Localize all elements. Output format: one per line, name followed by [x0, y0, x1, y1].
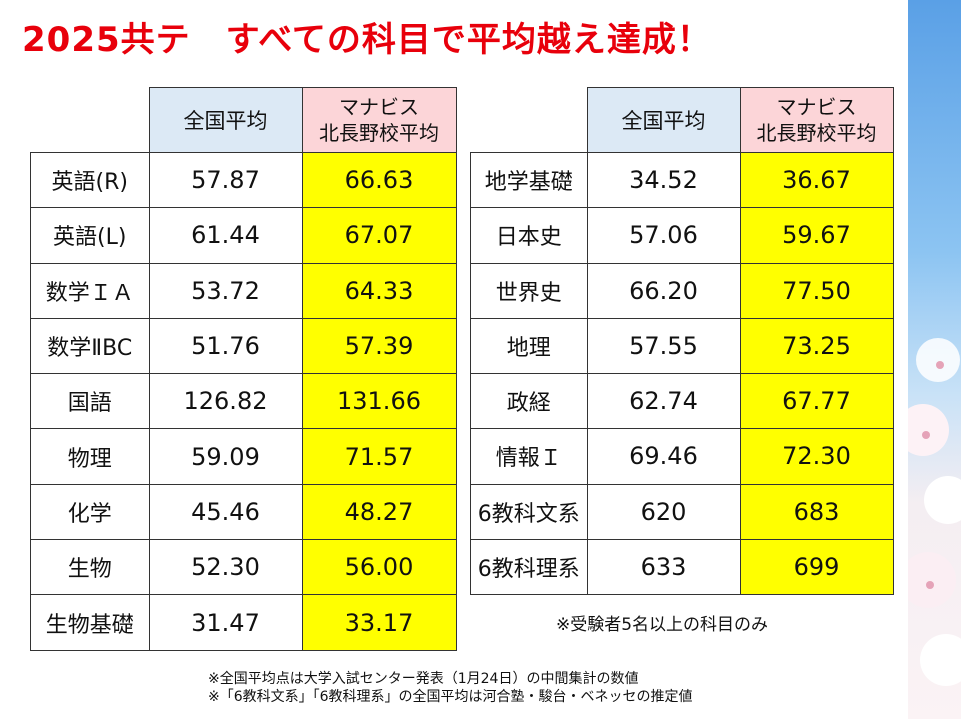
school-average: 64.33: [301, 262, 457, 319]
school-average: 73.25: [739, 317, 894, 375]
header-line: 北長野校平均: [756, 121, 877, 145]
data-row: 英語(R) 57.87 66.63: [30, 151, 457, 209]
subject: 地理: [470, 317, 588, 375]
header-row: 全国平均 マナビス 北長野校平均: [30, 87, 457, 153]
data-row: 政経 62.74 67.77: [470, 372, 894, 430]
data-row: 地理 57.55 73.25: [470, 317, 894, 375]
national-average: 69.46: [586, 428, 741, 485]
column-header: マナビス 北長野校平均: [301, 87, 457, 153]
title: 2025共テ すべての科目で平均越え達成！: [22, 20, 712, 60]
national-average: 34.52: [586, 151, 741, 209]
data-row: 情報Ｉ 69.46 72.30: [470, 428, 894, 485]
school-average: 57.39: [301, 317, 457, 375]
data-row: 6教科理系 633 699: [470, 538, 894, 596]
footnote: ※「6教科文系」「6教科理系」の全国平均は河合塾・駿台・ベネッセの推定値: [208, 689, 693, 705]
header-line: マナビス: [339, 95, 419, 119]
score-table: 全国平均 マナビス 北長野校平均 地学基礎 34.52 36.67 日本史 57.06 59.6…: [470, 87, 894, 596]
school-average: 56.00: [301, 539, 457, 596]
data-row: 生物基礎 31.47 33.17: [30, 594, 457, 651]
school-average: 72.30: [739, 428, 894, 485]
subject: 英語(L): [30, 207, 150, 264]
data-row: 物理 59.09 71.57: [30, 428, 457, 485]
subject: 国語: [30, 373, 150, 430]
column-header: マナビス 北長野校平均: [739, 87, 894, 153]
blank-cell: [470, 87, 588, 153]
national-average: 61.44: [148, 207, 303, 264]
header-row: 全国平均 マナビス 北長野校平均: [470, 87, 894, 153]
school-average: 683: [739, 483, 894, 540]
school-average: 77.50: [739, 262, 894, 319]
subject: 6教科理系: [470, 538, 588, 596]
national-average: 57.06: [586, 207, 741, 264]
data-row: 数学ⅡBC 51.76 57.39: [30, 317, 457, 375]
data-row: 生物 52.30 56.00: [30, 539, 457, 596]
national-average: 126.82: [148, 373, 303, 430]
score-table: 全国平均 マナビス 北長野校平均 英語(R) 57.87 66.63 英語(L) 61.44 6…: [30, 87, 457, 651]
national-average: 52.30: [148, 539, 303, 596]
national-average: 51.76: [148, 317, 303, 375]
subject: 英語(R): [30, 151, 150, 209]
subject: 地学基礎: [470, 151, 588, 209]
data-row: 国語 126.82 131.66: [30, 373, 457, 430]
school-average: 48.27: [301, 483, 457, 541]
subject: 世界史: [470, 262, 588, 319]
header-line: マナビス: [776, 95, 857, 119]
note: ※受験者5名以上の科目のみ: [556, 615, 769, 635]
national-average: 31.47: [148, 594, 303, 651]
school-average: 67.77: [739, 372, 894, 430]
header-line: 北長野校平均: [319, 121, 439, 145]
blank-cell: [30, 87, 150, 153]
school-average: 66.63: [301, 151, 457, 209]
school-average: 36.67: [739, 151, 894, 209]
column-header: 全国平均: [586, 87, 741, 153]
data-row: 世界史 66.20 77.50: [470, 262, 894, 319]
subject: 数学ⅡBC: [30, 317, 150, 375]
subject: 物理: [30, 428, 150, 485]
school-average: 67.07: [301, 207, 457, 264]
school-average: 59.67: [739, 207, 894, 264]
subject: 情報Ｉ: [470, 428, 588, 485]
national-average: 57.55: [586, 317, 741, 375]
school-average: 131.66: [301, 373, 457, 430]
data-row: 地学基礎 34.52 36.67: [470, 151, 894, 209]
footnote: ※全国平均点は大学入試センター発表（1月24日）の中間集計の数値: [208, 671, 639, 687]
school-average: 33.17: [301, 594, 457, 651]
data-row: 6教科文系 620 683: [470, 483, 894, 540]
national-average: 45.46: [148, 483, 303, 541]
data-row: 英語(L) 61.44 67.07: [30, 207, 457, 264]
data-row: 数学ＩＡ 53.72 64.33: [30, 262, 457, 319]
subject: 日本史: [470, 207, 588, 264]
data-row: 化学 45.46 48.27: [30, 483, 457, 541]
subject: 生物基礎: [30, 594, 150, 651]
decor-image: [897, 0, 961, 719]
national-average: 633: [586, 538, 741, 596]
subject: 政経: [470, 372, 588, 430]
subject: 数学ＩＡ: [30, 262, 150, 319]
blossoms: [897, 338, 961, 686]
subject: 化学: [30, 483, 150, 541]
national-average: 57.87: [148, 151, 303, 209]
national-average: 66.20: [586, 262, 741, 319]
data-row: 日本史 57.06 59.67: [470, 207, 894, 264]
national-average: 53.72: [148, 262, 303, 319]
school-average: 699: [739, 538, 894, 596]
subject: 生物: [30, 539, 150, 596]
school-average: 71.57: [301, 428, 457, 485]
national-average: 620: [586, 483, 741, 540]
national-average: 62.74: [586, 372, 741, 430]
national-average: 59.09: [148, 428, 303, 485]
subject: 6教科文系: [470, 483, 588, 540]
column-header: 全国平均: [148, 87, 303, 153]
